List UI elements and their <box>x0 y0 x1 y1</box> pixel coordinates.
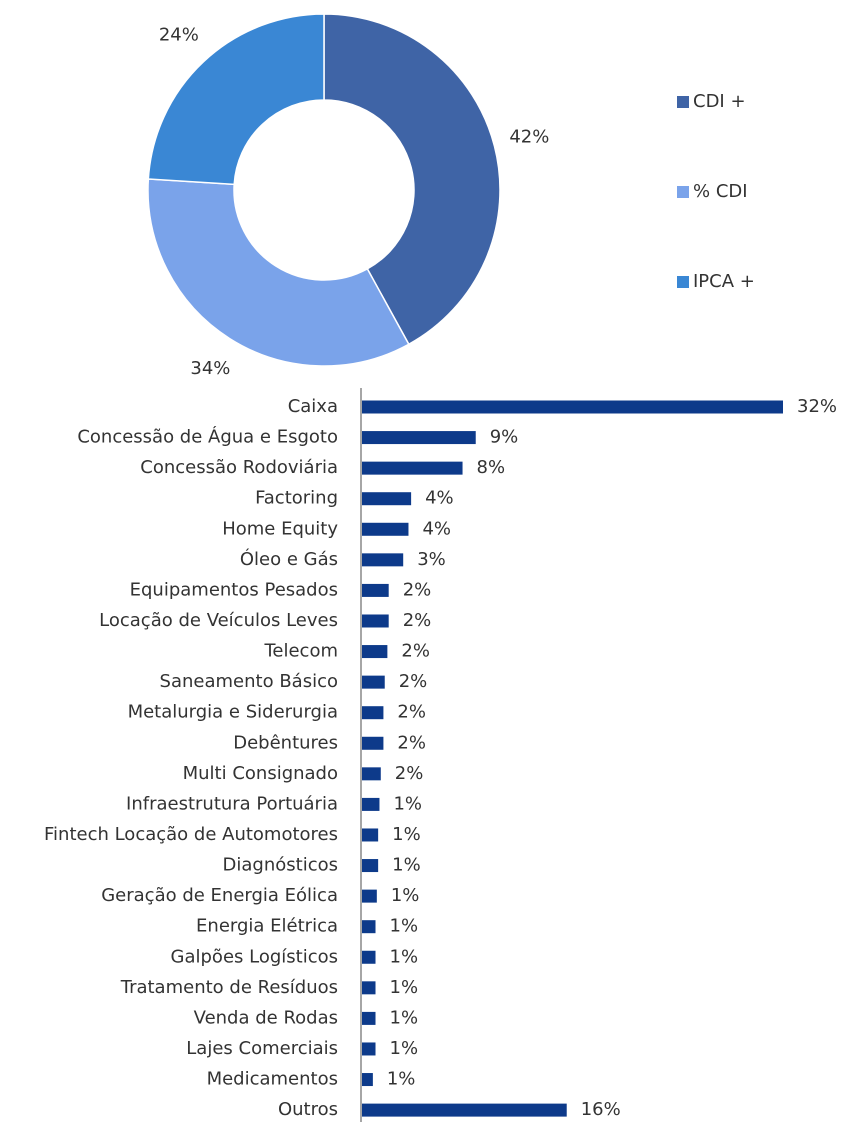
value-label: 3% <box>417 549 446 570</box>
category-label: Infraestrutura Portuária <box>126 793 338 814</box>
category-label: Home Equity <box>222 518 338 539</box>
category-label: Locação de Veículos Leves <box>99 610 338 631</box>
value-label: 1% <box>390 916 419 937</box>
bar <box>362 522 409 536</box>
legend-swatch <box>677 96 689 108</box>
value-label: 1% <box>393 793 422 814</box>
bar <box>362 1073 373 1087</box>
category-label: Medicamentos <box>207 1069 338 1090</box>
bar <box>362 920 376 934</box>
category-label: Tratamento de Resíduos <box>120 977 338 998</box>
value-label: 2% <box>403 610 432 631</box>
category-label: Diagnósticos <box>223 855 338 876</box>
bar <box>362 614 389 628</box>
bar <box>362 492 412 506</box>
bar <box>362 859 379 873</box>
category-label: Galpões Logísticos <box>171 946 338 967</box>
value-label: 1% <box>390 946 419 967</box>
category-label: Geração de Energia Eólica <box>101 885 338 906</box>
category-label: Multi Consignado <box>183 763 338 784</box>
value-label: 4% <box>425 488 454 509</box>
value-label: 2% <box>399 671 428 692</box>
value-label: 2% <box>395 763 424 784</box>
value-label: 1% <box>390 1038 419 1059</box>
bar <box>362 736 384 750</box>
slice-label: 42% <box>509 126 549 147</box>
donut-slice <box>147 13 325 186</box>
value-label: 16% <box>581 1099 621 1120</box>
bar <box>362 889 377 903</box>
category-label: Fintech Locação de Automotores <box>44 824 338 845</box>
legend-swatch <box>677 186 689 198</box>
category-label: Concessão Rodoviária <box>140 457 338 478</box>
category-label: Debêntures <box>233 732 338 753</box>
bar <box>362 797 380 811</box>
value-label: 1% <box>390 1007 419 1028</box>
donut-slice <box>323 13 501 346</box>
value-label: 2% <box>401 641 430 662</box>
category-label: Caixa <box>288 396 338 417</box>
category-label: Telecom <box>263 641 338 662</box>
bar <box>362 981 376 995</box>
bar <box>362 706 384 720</box>
bar <box>362 400 783 414</box>
legend-label: IPCA + <box>693 271 755 292</box>
value-label: 2% <box>403 579 432 600</box>
category-label: Concessão de Água e Esgoto <box>77 426 338 448</box>
category-label: Metalurgia e Siderurgia <box>128 702 338 723</box>
category-label: Lajes Comerciais <box>186 1038 338 1059</box>
legend-label: % CDI <box>693 181 748 202</box>
bar <box>362 461 463 475</box>
category-label: Energia Elétrica <box>196 916 338 937</box>
category-label: Saneamento Básico <box>160 671 338 692</box>
value-label: 32% <box>797 396 837 417</box>
value-label: 1% <box>392 855 421 876</box>
bar <box>362 767 381 781</box>
value-label: 1% <box>390 977 419 998</box>
value-label: 1% <box>392 824 421 845</box>
category-label: Factoring <box>255 488 338 509</box>
bar <box>362 553 404 567</box>
slice-label: 34% <box>190 358 230 379</box>
value-label: 2% <box>397 732 426 753</box>
bar <box>362 645 388 659</box>
bar <box>362 828 379 842</box>
bar <box>362 1103 567 1117</box>
bar <box>362 950 376 964</box>
value-label: 1% <box>391 885 420 906</box>
bar <box>362 675 385 689</box>
value-label: 9% <box>490 427 519 448</box>
legend-label: CDI + <box>693 91 746 112</box>
category-label: Venda de Rodas <box>194 1007 338 1028</box>
value-label: 2% <box>397 702 426 723</box>
bar <box>362 431 476 445</box>
category-label: Óleo e Gás <box>240 548 338 570</box>
category-label: Outros <box>278 1099 338 1120</box>
bar <box>362 1042 376 1056</box>
bar <box>362 583 389 597</box>
value-label: 4% <box>422 518 451 539</box>
legend-swatch <box>677 276 689 288</box>
slice-label: 24% <box>159 24 199 45</box>
donut-slice <box>147 178 410 367</box>
bar <box>362 1011 376 1025</box>
category-label: Equipamentos Pesados <box>130 579 338 600</box>
value-label: 8% <box>477 457 506 478</box>
value-label: 1% <box>387 1069 416 1090</box>
